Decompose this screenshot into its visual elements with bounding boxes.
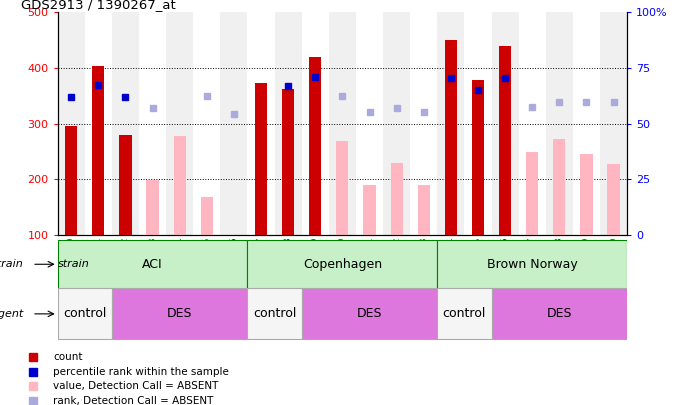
Text: DES: DES [167,307,193,320]
Text: strain: strain [58,259,89,269]
Bar [437,240,627,289]
Bar [247,12,275,235]
Bar [492,288,627,339]
Bar [391,162,403,235]
Bar [282,89,294,235]
Bar [92,66,104,235]
Bar [146,180,159,235]
Bar [247,240,437,289]
Bar [519,12,546,235]
Bar [383,12,410,235]
Bar [526,153,538,235]
Bar [418,185,430,235]
Bar [302,288,437,339]
Bar [573,12,600,235]
Bar [85,12,112,235]
Bar [546,12,573,235]
Bar [193,12,220,235]
Bar [580,153,593,235]
Bar [58,12,85,235]
Bar [492,12,519,235]
Text: rank, Detection Call = ABSENT: rank, Detection Call = ABSENT [54,396,214,405]
Bar [302,12,329,235]
Text: percentile rank within the sample: percentile rank within the sample [54,367,229,377]
Bar [58,240,247,289]
Bar [410,12,437,235]
Bar [201,197,213,235]
Bar [112,288,247,339]
Text: Brown Norway: Brown Norway [487,258,578,271]
Bar [499,46,511,235]
Text: agent: agent [0,309,24,319]
Bar [174,136,186,235]
Bar [356,12,383,235]
Text: DES: DES [357,307,382,320]
Bar [472,80,484,235]
Bar [112,12,139,235]
Bar [600,12,627,235]
Text: DES: DES [546,307,572,320]
Bar [445,40,457,235]
Bar [58,288,112,339]
Bar [553,139,565,235]
Bar [309,57,321,235]
Bar [65,126,77,235]
Bar [336,141,348,235]
Text: GDS2913 / 1390267_at: GDS2913 / 1390267_at [20,0,176,11]
Bar [119,134,132,235]
Text: control: control [443,307,486,320]
Bar [437,288,492,339]
Bar [437,12,464,235]
Bar [247,288,302,339]
Bar [607,164,620,235]
Bar [220,12,247,235]
Text: control: control [253,307,296,320]
Bar [275,12,302,235]
Bar [139,12,166,235]
Bar [166,12,193,235]
Bar [464,12,492,235]
Bar [363,185,376,235]
Text: strain: strain [0,259,24,269]
Bar [255,83,267,235]
Text: control: control [63,307,106,320]
Text: value, Detection Call = ABSENT: value, Detection Call = ABSENT [54,381,219,391]
Text: Copenhagen: Copenhagen [303,258,382,271]
Text: count: count [54,352,83,362]
Bar [329,12,356,235]
Text: ACI: ACI [142,258,163,271]
